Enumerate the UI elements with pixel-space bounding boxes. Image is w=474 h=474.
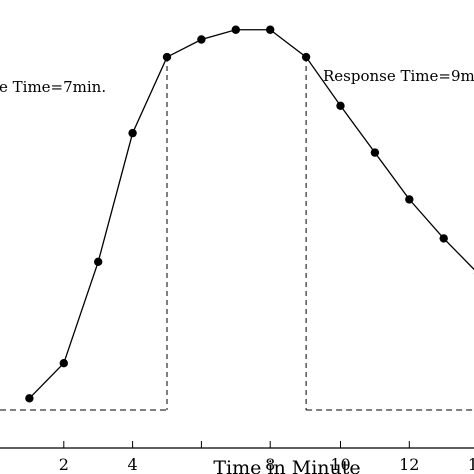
annotation-left: e Time=7min.	[0, 78, 106, 96]
data-point-9	[336, 101, 345, 111]
plot-area: 24810121416	[0, 25, 474, 474]
annotation-right: Response Time=9m	[323, 67, 474, 85]
data-point-6	[231, 25, 240, 34]
data-point-12	[439, 234, 448, 243]
x-tick-label-8: 8	[265, 455, 275, 474]
data-point-8	[301, 52, 311, 62]
x-tick-label-2: 2	[59, 455, 69, 474]
data-point-1	[59, 359, 68, 368]
x-tick-label-10: 10	[330, 455, 350, 474]
x-tick-label-14: 14	[468, 455, 474, 474]
data-point-7	[266, 25, 275, 34]
x-axis-title: Time in Minute	[213, 457, 360, 474]
data-point-2	[94, 257, 103, 266]
data-point-5	[197, 35, 206, 44]
data-point-3	[128, 128, 137, 138]
data-point-10	[370, 148, 380, 157]
data-point-4	[162, 52, 172, 62]
data-point-11	[405, 195, 414, 204]
x-tick-label-12: 12	[399, 455, 419, 474]
data-point-0	[25, 394, 34, 403]
x-tick-label-4: 4	[128, 455, 138, 474]
